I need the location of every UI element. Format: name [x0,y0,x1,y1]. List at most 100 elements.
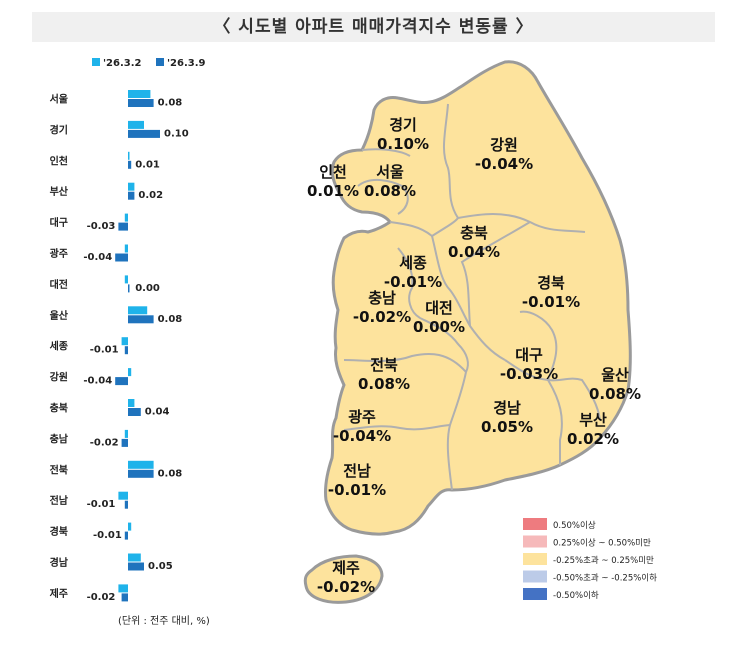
category-label: 전남 [50,494,69,507]
bar-curr [121,593,128,602]
units-note: (단위 : 전주 대비, %) [118,616,210,627]
bar-curr [124,500,128,509]
bar-curr [115,377,128,386]
bar-curr [128,129,160,138]
region-name: 대구 [515,346,543,364]
region-value: -0.04% [333,427,391,445]
bar-prev [128,151,130,160]
map-legend-label: 0.25%이상 ~ 0.50%미만 [553,538,651,549]
bar-curr [115,253,128,262]
legend-swatch-2 [156,58,164,66]
value-label: 0.05 [148,561,173,572]
category-label: 울산 [50,309,69,322]
region-name: 광주 [348,408,376,426]
region-borders [343,103,601,491]
value-label: -0.01 [90,345,119,356]
category-label: 경기 [50,123,68,136]
bar-curr [128,160,132,169]
region-name: 경북 [537,274,565,292]
category-label: 전북 [50,463,68,476]
bar-prev [128,553,141,562]
bar-prev [128,368,132,377]
value-label: 0.02 [138,190,163,201]
chart-bars: 서울 0.08 경기 0.10 인천 0.01 부산 0.02 대구 -0.03 광주 -0.04 대전… [50,90,189,603]
bar-curr [124,346,128,355]
category-label: 대구 [50,216,68,229]
map-legend-swatch [523,588,547,600]
value-label: 0.08 [158,468,183,479]
category-label: 충북 [50,402,68,415]
category-label: 강원 [50,371,68,384]
value-label: -0.04 [83,376,112,387]
region-name: 충북 [460,224,488,242]
bar-prev [124,429,128,438]
region-value: -0.01% [328,481,386,499]
bar-curr [128,99,154,107]
category-label: 대전 [50,278,68,291]
region-value: 0.05% [481,418,533,436]
map-legend-swatch [523,553,547,565]
category-label: 세종 [50,340,68,353]
region-value: -0.02% [317,578,375,596]
bar-curr [128,315,154,324]
region-name: 전남 [343,462,371,480]
map-legend-label: -0.50%이하 [553,590,599,601]
region-value: -0.04% [475,155,533,173]
map-legend: 0.50%이상 0.25%이상 ~ 0.50%미만 -0.25%초과 ~ 0.25%… [523,518,657,601]
page-title: 〈 시도별 아파트 매매가격지수 변동률 〉 [213,17,534,37]
value-label: -0.03 [87,221,116,232]
map-labels: 경기0.10% 강원-0.04%인천0.01%서울0.08%충북0.04%세종-0… [307,116,641,596]
bar-prev [124,244,128,253]
region-name: 충남 [368,289,396,307]
category-label: 경남 [50,556,69,569]
region-value: -0.01% [384,273,442,291]
bar-curr [118,222,128,231]
bar-prev [128,460,154,469]
title-bar: 〈 시도별 아파트 매매가격지수 변동률 〉 [32,12,715,42]
value-label: -0.01 [87,499,116,510]
legend-swatch-1 [92,58,100,66]
bar-curr [121,438,128,447]
region-value: 0.00% [413,318,465,336]
jeju-shape [303,554,384,604]
bar-curr [128,469,154,478]
region-name: 부산 [579,411,607,429]
bar-curr [128,408,141,416]
category-label: 부산 [50,185,69,198]
region-name: 세종 [399,254,427,272]
value-label: -0.01 [93,530,122,541]
region-name: 경기 [389,116,417,134]
region-value: -0.02% [353,308,411,326]
value-label: -0.04 [83,252,112,263]
bar-prev [121,337,128,346]
value-label: 0.01 [135,159,160,170]
region-value: 0.01% [307,182,359,200]
chart-legend: '26.3.2 '26.3.9 [92,58,206,69]
region-value: -0.03% [500,365,558,383]
region-name: 강원 [490,136,518,154]
bar-prev [124,213,128,222]
region-name: 대전 [425,299,453,317]
value-label: 0.04 [145,407,170,418]
region-name: 전북 [370,356,398,374]
region-value: 0.02% [567,430,619,448]
bar-prev [124,275,128,284]
region-value: 0.08% [364,182,416,200]
category-label: 경북 [50,525,68,538]
bar-prev [118,584,128,593]
value-label: 0.00 [135,283,160,294]
category-label: 제주 [50,587,68,600]
region-value: -0.01% [522,293,580,311]
region-value: 0.08% [358,375,410,393]
bar-prev [128,120,144,129]
legend-label-2: '26.3.9 [167,58,206,69]
bar-prev [128,182,135,191]
mainland-shape [324,60,632,536]
category-label: 서울 [50,93,68,106]
map-legend-label: -0.50%초과 ~ -0.25%이하 [553,573,657,584]
region-name: 서울 [376,163,404,181]
region-value: 0.04% [448,243,500,261]
value-label: -0.02 [87,592,116,603]
